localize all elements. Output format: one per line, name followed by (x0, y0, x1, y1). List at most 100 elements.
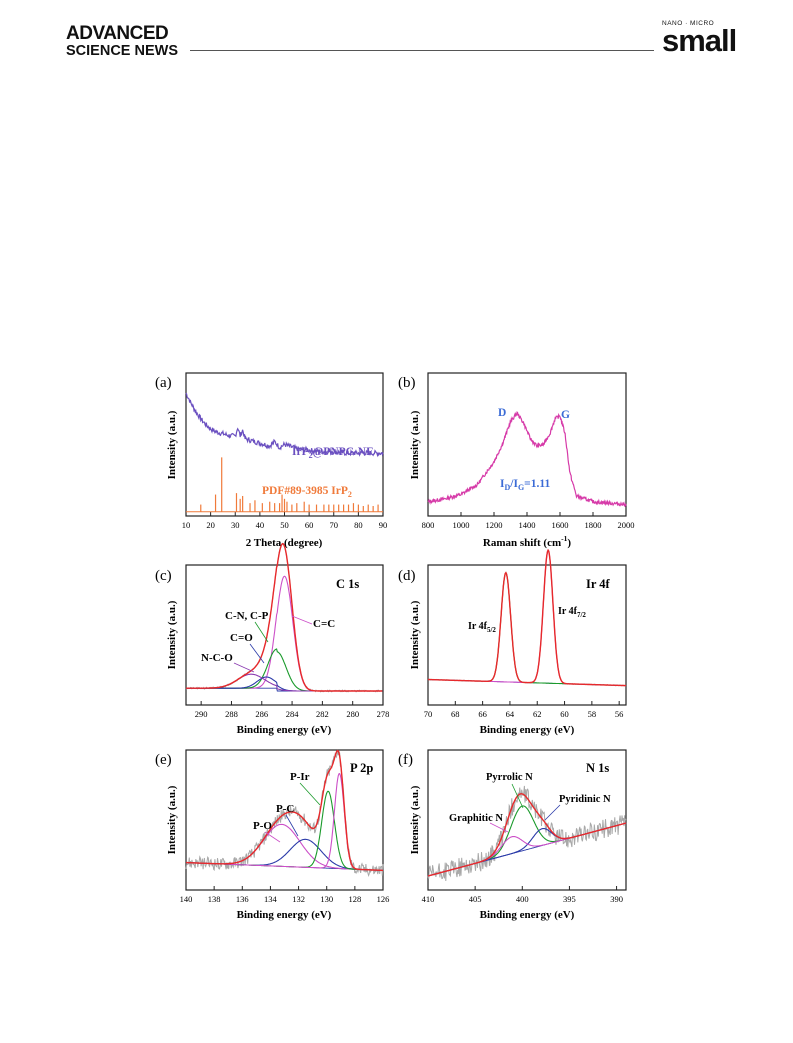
xtick-label: 1000 (453, 520, 470, 530)
panel-b-xticks: 800 1000 1200 1400 1600 1800 2000 (422, 512, 635, 530)
panel-e-xlabel: Binding energy (eV) (237, 909, 332, 921)
xtick-label: 20 (206, 520, 215, 530)
xtick-label: 290 (195, 709, 208, 719)
xtick-label: 50 (280, 520, 289, 530)
panel-e-tag: (e) (155, 752, 172, 768)
xtick-label: 60 (305, 520, 314, 530)
panel-f-label-graphitic: Graphitic N (449, 813, 503, 824)
panel-d-label-52: Ir 4f5/2 (468, 621, 496, 634)
xtick-label: 10 (182, 520, 191, 530)
xtick-label: 70 (330, 520, 339, 530)
panel-e-label-pc: P-C (276, 803, 294, 815)
panel-f-label-pyrrolic: Pyrrolic N (486, 772, 533, 783)
panel-c-label-cn: C-N, C-P (225, 610, 269, 622)
panel-d-label-72: Ir 4f7/2 (558, 606, 586, 619)
panel-f: (f) Intensity (a.u.) Binding energy (eV)… (398, 749, 627, 921)
xtick-label: 134 (264, 894, 278, 904)
xtick-label: 286 (255, 709, 268, 719)
xtick-label: 400 (516, 894, 529, 904)
xtick-label: 140 (180, 894, 193, 904)
xtick-label: 1400 (519, 520, 536, 530)
xtick-label: 280 (346, 709, 359, 719)
panel-e-xticks: 140 138 136 134 132 130 128 126 (180, 886, 389, 904)
header-rule (190, 50, 654, 51)
xtick-label: 282 (316, 709, 329, 719)
journal-logo: NANO · MICRO small (662, 20, 737, 58)
xtick-label: 136 (236, 894, 249, 904)
panel-c: (c) Intensity (a.u.) Binding energy (eV)… (155, 542, 390, 736)
xtick-label: 62 (533, 709, 542, 719)
brand-science-news: SCIENCE NEWS (66, 43, 178, 59)
panel-a-xticks: 10 20 30 40 50 60 70 80 90 (182, 512, 388, 530)
xtick-label: 1600 (552, 520, 569, 530)
panel-c-xlabel: Binding energy (eV) (237, 724, 332, 736)
panel-c-frame (185, 564, 384, 706)
panel-c-pointer-cc (291, 615, 313, 625)
panel-e-pointer-pir (299, 782, 321, 806)
fit-envelope (428, 548, 626, 687)
panel-b-ylabel: Intensity (a.u.) (409, 410, 421, 479)
panel-a-xlabel: 2 Theta (degree) (246, 537, 323, 549)
panel-a-ylabel: Intensity (a.u.) (166, 410, 178, 479)
panel-c-ylabel: Intensity (a.u.) (166, 600, 178, 669)
raw-spectrum (427, 785, 627, 882)
xtick-label: 30 (231, 520, 240, 530)
panel-e-curves (185, 749, 384, 878)
panel-d-title: Ir 4f (586, 577, 611, 591)
xtick-label: 58 (588, 709, 597, 719)
xtick-label: 410 (422, 894, 435, 904)
xtick-label: 70 (424, 709, 433, 719)
panel-c-label-nco: N-C-O (201, 652, 233, 664)
xtick-label: 132 (292, 894, 305, 904)
panel-c-xticks: 290 288 286 284 282 280 278 (195, 701, 390, 719)
panel-e-frame (185, 749, 384, 891)
xtick-label: 1800 (585, 520, 602, 530)
xtick-label: 800 (422, 520, 435, 530)
panel-c-curves (185, 542, 383, 693)
fit-component (186, 575, 383, 692)
panel-e-label-po: P-O (253, 820, 272, 832)
fit-envelope (186, 749, 383, 872)
xtick-label: 64 (506, 709, 515, 719)
panel-f-title: N 1s (586, 761, 609, 775)
xtick-label: 66 (478, 709, 487, 719)
panel-f-xticks: 410 405 400 395 390 (422, 886, 623, 904)
panel-f-pointer-pyrrolic (511, 783, 524, 809)
xtick-label: 390 (610, 894, 623, 904)
journal-name: small (662, 23, 737, 58)
panel-b-ratio: ID/IG=1.11 (500, 478, 550, 492)
panel-d-xlabel: Binding energy (eV) (480, 724, 575, 736)
xtick-label: 284 (286, 709, 300, 719)
panel-c-tag: (c) (155, 568, 172, 584)
panel-e-pointer-po (264, 831, 281, 843)
xtick-label: 278 (377, 709, 390, 719)
panel-f-label-pyridinic: Pyridinic N (559, 794, 611, 805)
journal-brand: ADVANCED SCIENCE NEWS (66, 24, 178, 59)
panel-d-curves (427, 548, 627, 687)
panel-e-label-pir: P-Ir (290, 771, 310, 783)
panel-d: (d) Intensity (a.u.) Binding energy (eV)… (398, 548, 627, 736)
panel-f-pointer-pyridinic (544, 804, 561, 821)
xtick-label: 128 (348, 894, 361, 904)
xtick-label: 90 (379, 520, 388, 530)
panel-b-peak-d: D (498, 407, 506, 419)
xtick-label: 405 (469, 894, 482, 904)
panel-f-curves (427, 785, 627, 882)
xtick-label: 2000 (618, 520, 635, 530)
panel-c-pointer-co (249, 643, 265, 664)
panel-d-tag: (d) (398, 568, 416, 584)
xtick-label: 68 (451, 709, 460, 719)
xtick-label: 80 (354, 520, 363, 530)
panel-d-ylabel: Intensity (a.u.) (409, 600, 421, 669)
panel-c-label-cc: C=C (313, 618, 335, 630)
brand-advanced: ADVANCED (66, 23, 169, 44)
xtick-label: 130 (320, 894, 333, 904)
xtick-label: 60 (560, 709, 569, 719)
panel-e-ylabel: Intensity (a.u.) (166, 785, 178, 854)
panel-a-label-reference: PDF#89-3985 IrP2 (262, 485, 352, 499)
xtick-label: 40 (256, 520, 265, 530)
panel-d-frame (427, 564, 627, 706)
xtick-label: 288 (225, 709, 238, 719)
panel-f-xlabel: Binding energy (eV) (480, 909, 575, 921)
